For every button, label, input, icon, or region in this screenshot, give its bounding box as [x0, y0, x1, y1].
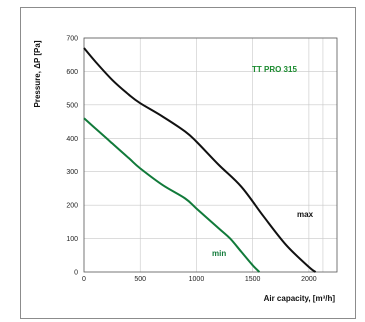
y-tick-label: 500: [66, 102, 78, 109]
y-tick-label: 700: [66, 36, 78, 43]
y-tick-label: 300: [66, 169, 78, 176]
y-tick-label: 200: [66, 203, 78, 210]
chart-title: TT PRO 315: [252, 65, 297, 74]
series-line-max: [83, 47, 317, 273]
plot-area: [83, 37, 338, 273]
series-lines: [83, 47, 317, 273]
x-tick-label: 2000: [301, 276, 317, 283]
series-label-max: max: [297, 210, 314, 219]
y-tick-label: 100: [66, 236, 78, 243]
chart-frame: [20, 7, 356, 319]
x-tick-label: 0: [82, 276, 86, 283]
y-tick-label: 0: [74, 270, 78, 277]
x-tick-label: 1500: [245, 276, 261, 283]
x-axis-label: Air capacity, [m³/h]: [264, 294, 336, 303]
y-axis-label: Pressure, ΔP [Pa]: [33, 40, 42, 107]
y-tick-label: 400: [66, 136, 78, 143]
x-tick-label: 500: [134, 276, 146, 283]
tick-labels: 0 500 1000 1500 2000 0 100 200 300 400 500 600 700: [66, 36, 316, 284]
y-tick-label: 600: [66, 69, 78, 76]
series-label-min: min: [212, 249, 226, 258]
x-tick-label: 1000: [189, 276, 205, 283]
series-line-min: [83, 117, 261, 273]
